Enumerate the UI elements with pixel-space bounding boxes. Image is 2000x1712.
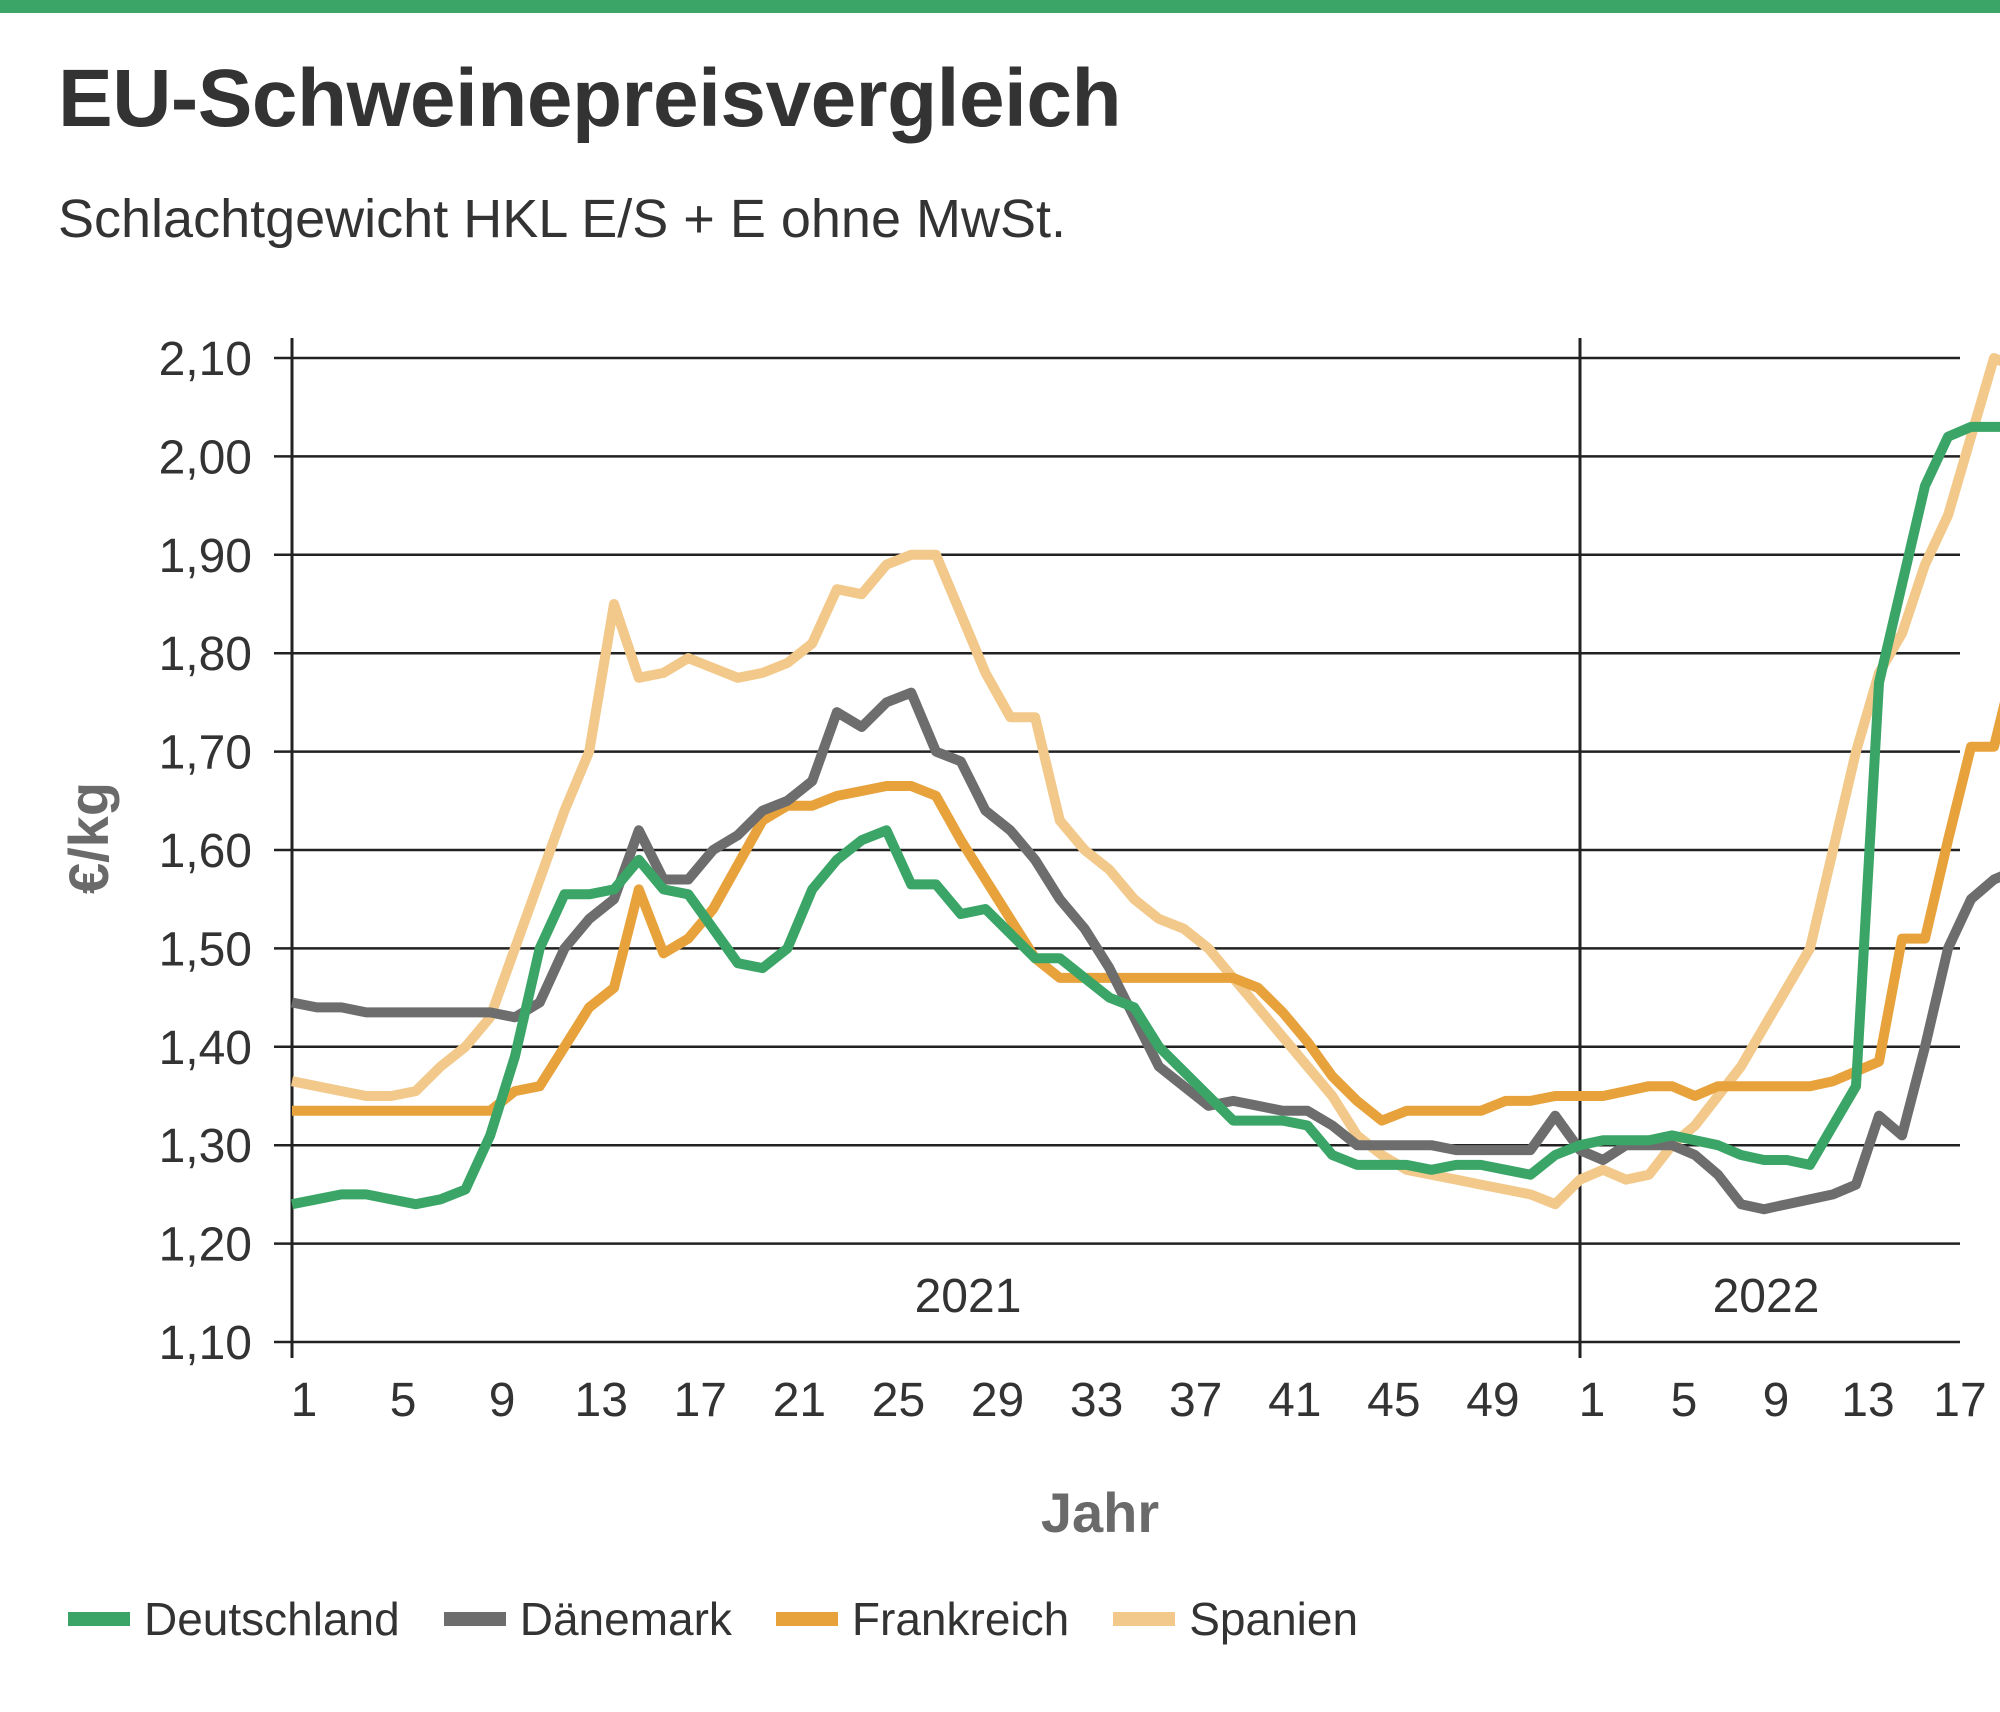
x-tick-label: 5: [390, 1374, 417, 1427]
series-line-deutschland: [291, 421, 2000, 1210]
legend-label: Dänemark: [519, 1593, 732, 1645]
legend-label: Spanien: [1189, 1593, 1359, 1645]
y-tick-label: 1,10: [159, 1317, 252, 1370]
x-tick-label: 13: [575, 1374, 628, 1427]
y-tick-label: 2,10: [159, 333, 252, 386]
y-tick-labels: 2,10 2,00 1,90 1,80 1,70 1,60 1,50 1,40 1,30 1,20…: [159, 333, 252, 1370]
series-line-dänemark: [291, 687, 2000, 1215]
line-chart: 2,10 2,00 1,90 1,80 1,70 1,60 1,50 1,40 1,30 1,20…: [57, 333, 2000, 1544]
y-tick-label: 1,70: [159, 727, 252, 780]
x-tick-label: 17: [1933, 1374, 1986, 1427]
y-tick-label: 1,40: [159, 1022, 252, 1075]
legend-item: Frankreich: [775, 1592, 1070, 1646]
series-line-frankreich: [292, 701, 2000, 1126]
x-tick-label: 17: [674, 1374, 727, 1427]
legend-item: Spanien: [1113, 1592, 1358, 1646]
legend-label: Frankreich: [851, 1593, 1070, 1645]
x-tick-label: 21: [773, 1374, 826, 1427]
x-tick-label: 1: [1579, 1374, 1606, 1427]
x-tick-label: 45: [1367, 1374, 1420, 1427]
x-tick-label: 5: [1671, 1374, 1698, 1427]
x-tick-label: 41: [1268, 1374, 1321, 1427]
chart-title: EU-Schweinepreisvergleich: [58, 53, 1122, 144]
y-tick-label: 1,30: [159, 1120, 252, 1173]
year-label-2022: 2022: [1713, 1270, 1820, 1323]
x-tick-label: 1: [291, 1374, 318, 1427]
grid-lines: [274, 356, 1960, 1344]
x-tick-label: 29: [971, 1374, 1024, 1427]
series-line-spanien: [291, 353, 2000, 1210]
y-tick-label: 1,80: [159, 628, 252, 681]
legend-item: Deutschland: [68, 1592, 400, 1646]
legend-label: Deutschland: [144, 1593, 400, 1645]
chart-axes: [290, 338, 1582, 1358]
x-tick-label: 9: [1763, 1374, 1790, 1427]
y-tick-label: 1,50: [159, 923, 252, 976]
y-tick-label: 1,20: [159, 1219, 252, 1272]
year-label-2021: 2021: [915, 1270, 1022, 1323]
x-tick-label: 9: [489, 1374, 516, 1427]
x-tick-label: 33: [1070, 1374, 1123, 1427]
year-labels: 2021 2022: [915, 1270, 1820, 1323]
y-tick-label: 1,90: [159, 530, 252, 583]
x-axis-title: Jahr: [1041, 1481, 1159, 1544]
x-tick-labels: 1 5 9 13 17 21 25 29 33 37 41 45 49 1 5 9 13 17: [291, 1374, 1987, 1427]
series-lines: [291, 353, 2000, 1215]
legend-item: Dänemark: [443, 1592, 732, 1646]
y-tick-label: 1,60: [159, 825, 252, 878]
y-tick-label: 2,00: [159, 431, 252, 484]
x-tick-label: 13: [1841, 1374, 1894, 1427]
chart-legend: Deutschland Dänemark Frankreich Spanien: [68, 1592, 1402, 1646]
chart-subtitle: Schlachtgewicht HKL E/S + E ohne MwSt.: [58, 189, 1066, 249]
legend-swatch: [1113, 1612, 1176, 1626]
legend-swatch: [775, 1612, 838, 1626]
x-tick-label: 25: [872, 1374, 925, 1427]
x-tick-label: 37: [1169, 1374, 1222, 1427]
legend-swatch: [68, 1612, 130, 1626]
legend-swatch: [443, 1612, 506, 1626]
top-accent-bar: [0, 0, 2000, 13]
x-tick-label: 49: [1466, 1374, 1519, 1427]
y-axis-title: €/kg: [57, 782, 120, 894]
